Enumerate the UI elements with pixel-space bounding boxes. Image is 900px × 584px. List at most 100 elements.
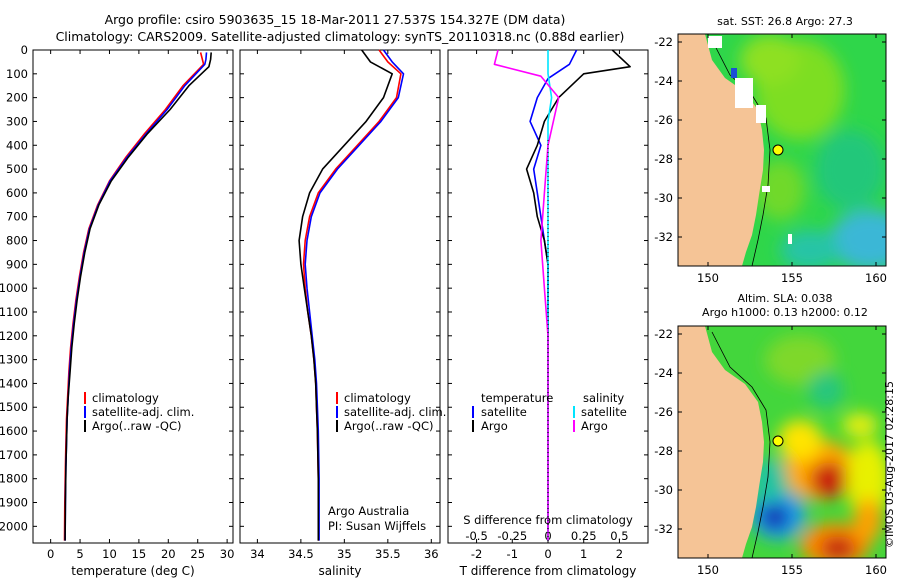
lon-tick-label: 150 bbox=[697, 563, 719, 577]
depth-tick-label: 1700 bbox=[0, 448, 28, 462]
lat-tick-label: -32 bbox=[654, 230, 673, 244]
legend-header-salinity: salinity bbox=[583, 391, 624, 405]
credit-pi: PI: Susan Wijffels bbox=[328, 519, 426, 533]
salinity-legend: climatology satellite-adj. clim. Argo(..… bbox=[336, 391, 446, 433]
lat-tick-label: -30 bbox=[654, 483, 673, 497]
legend-label-climatology: climatology bbox=[92, 391, 159, 405]
series-line-s-argo bbox=[493, 49, 560, 541]
series-line-t-argo bbox=[525, 49, 631, 541]
legend-label-climatology: climatology bbox=[344, 391, 411, 405]
depth-tick-label: 500 bbox=[6, 162, 28, 176]
legend-label-satellite: satellite-adj. clim. bbox=[344, 405, 446, 419]
legend-label-satellite: satellite-adj. clim. bbox=[92, 405, 194, 419]
figure-title-line1: Argo profile: csiro 5903635_15 18-Mar-20… bbox=[105, 12, 566, 27]
x-tick-label: 20 bbox=[161, 547, 176, 561]
sst-missing-data bbox=[756, 105, 766, 123]
x-tick-label: 0 bbox=[47, 547, 54, 561]
temperature-xlabel: temperature (deg C) bbox=[71, 564, 194, 578]
imos-watermark: ©IMOS 03-Aug-2017 02:28:15 bbox=[883, 381, 896, 548]
sla-high-patch bbox=[810, 462, 850, 498]
figure-title-line2: Climatology: CARS2009. Satellite-adjuste… bbox=[56, 29, 625, 44]
sla-land bbox=[678, 326, 764, 558]
x-tick-label: -2 bbox=[471, 547, 482, 561]
depth-tick-label: 1100 bbox=[0, 305, 28, 319]
lon-tick-label: 155 bbox=[781, 271, 803, 285]
series-line-satellite-adj-clim bbox=[304, 49, 405, 541]
lat-tick-label: -24 bbox=[654, 366, 673, 380]
lat-tick-label: -26 bbox=[654, 113, 673, 127]
sla-high-patch bbox=[778, 420, 822, 460]
lat-tick-label: -28 bbox=[654, 152, 673, 166]
sla-high-patch bbox=[846, 440, 886, 520]
depth-tick-label: 1400 bbox=[0, 376, 28, 390]
lat-tick-label: -24 bbox=[654, 74, 673, 88]
legend-label-s-satellite: satellite bbox=[581, 405, 627, 419]
sla-map-frame bbox=[677, 325, 887, 559]
depth-tick-label: 0 bbox=[21, 43, 28, 57]
s-tick-label: 0.25 bbox=[571, 529, 597, 543]
depth-tick-label: 800 bbox=[6, 234, 28, 248]
depth-tick-label: 200 bbox=[6, 91, 28, 105]
sla-high-patch bbox=[842, 413, 878, 437]
temperature-plot-frame bbox=[32, 49, 234, 544]
lat-tick-label: -28 bbox=[654, 444, 673, 458]
lon-tick-label: 160 bbox=[865, 563, 887, 577]
sla-high-patch bbox=[854, 498, 882, 542]
x-tick-label: -1 bbox=[507, 547, 518, 561]
sst-cool-patch bbox=[830, 210, 886, 266]
sst-map bbox=[678, 34, 886, 266]
sla-map-title-line1: Altim. SLA: 0.038 bbox=[737, 292, 832, 305]
legend-label-argo: Argo(..raw -QC) bbox=[92, 419, 182, 433]
legend-label-t-satellite: satellite bbox=[481, 405, 527, 419]
lat-tick-label: -30 bbox=[654, 191, 673, 205]
legend-label-s-argo: Argo bbox=[581, 419, 608, 433]
sst-missing-data bbox=[762, 186, 770, 192]
sla-map-title-line2: Argo h1000: 0.13 h2000: 0.12 bbox=[702, 306, 868, 319]
s-tick-label: -0.25 bbox=[497, 529, 527, 543]
lat-tick-label: -26 bbox=[654, 405, 673, 419]
x-tick-label: 0 bbox=[544, 547, 551, 561]
salinity-plot-frame bbox=[239, 49, 441, 544]
sst-map-axes: -22 -24 -26 -28 -30 -32 150 155 160 bbox=[654, 34, 887, 285]
x-tick-label: 34 bbox=[250, 547, 265, 561]
sla-high-patch bbox=[820, 536, 856, 558]
x-tick-label: 15 bbox=[132, 547, 147, 561]
difference-legend: temperature salinity satellite Argo sate… bbox=[472, 391, 627, 433]
legend-header-temperature: temperature bbox=[481, 391, 553, 405]
depth-tick-label: 400 bbox=[6, 138, 28, 152]
depth-tick-label: 1300 bbox=[0, 353, 28, 367]
difference-xlabel-top: S difference from climatology bbox=[463, 513, 633, 527]
s-tick-label: -0.5 bbox=[465, 529, 487, 543]
sla-high-patch bbox=[765, 335, 835, 385]
depth-tick-label: 900 bbox=[6, 257, 28, 271]
x-tick-label: 10 bbox=[102, 547, 117, 561]
sst-cool-patch bbox=[815, 130, 885, 210]
series-line-argo-raw-qc bbox=[64, 52, 212, 541]
sst-warm-patch bbox=[740, 35, 800, 85]
sla-low-patch bbox=[761, 504, 789, 530]
sst-missing-data bbox=[788, 234, 792, 244]
series-line-satellite-adj-clim bbox=[64, 52, 208, 541]
depth-tick-label: 300 bbox=[6, 114, 28, 128]
series-line-climatology bbox=[63, 52, 205, 541]
legend-label-argo: Argo(..raw -QC) bbox=[344, 419, 434, 433]
sst-cool-patch bbox=[780, 230, 840, 266]
depth-axis: 0 100 200 300 400 500 600 700 800 900 1000 1100 1200… bbox=[0, 43, 648, 533]
depth-tick-label: 1200 bbox=[0, 329, 28, 343]
argo-float-marker bbox=[772, 144, 784, 156]
legend-label-t-argo: Argo bbox=[481, 419, 508, 433]
depth-tick-label: 2000 bbox=[0, 519, 28, 533]
credit-agency: Argo Australia bbox=[328, 504, 409, 518]
lon-tick-label: 150 bbox=[697, 271, 719, 285]
x-tick-label: 2 bbox=[616, 547, 623, 561]
difference-xlabel-bottom: T difference from climatology bbox=[459, 564, 637, 578]
sla-map bbox=[678, 326, 886, 558]
x-tick-label: 1 bbox=[580, 547, 587, 561]
sla-shelf-contour bbox=[711, 331, 771, 558]
x-tick-label: 25 bbox=[190, 547, 205, 561]
x-tick-label: 35.5 bbox=[375, 547, 401, 561]
temperature-chart: 0 5 10 15 20 25 30 bbox=[47, 50, 234, 561]
sst-warm-patch bbox=[755, 160, 805, 220]
temperature-legend: climatology satellite-adj. clim. Argo(..… bbox=[84, 391, 194, 433]
